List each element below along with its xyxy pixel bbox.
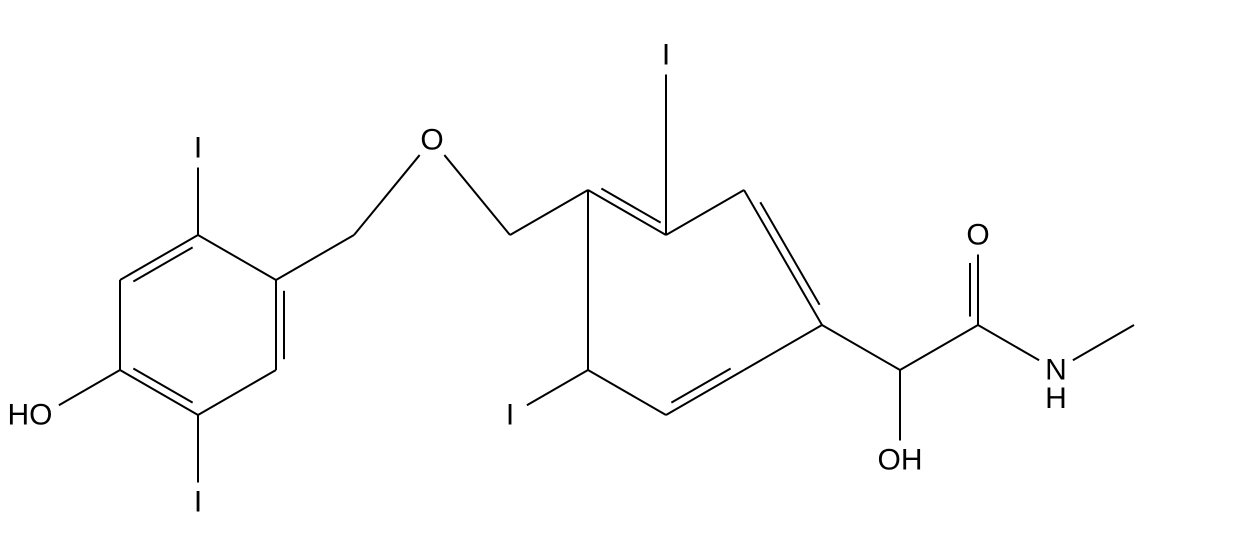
atom-label-A23: OH [878, 444, 923, 477]
atom-label-A7: I [194, 132, 202, 165]
atom-label-A20: I [506, 399, 514, 432]
chemical-structure-svg: IIHOOIIOHONH [0, 0, 1254, 552]
atom-label-A8: I [194, 486, 202, 519]
atom-h-A26: H [1045, 382, 1067, 415]
atom-label-A21: I [662, 39, 670, 72]
bonds-group [59, 75, 1134, 483]
atom-label-A25: O [966, 219, 989, 252]
atom-label-A9: HO [8, 399, 53, 432]
atoms-group: IIHOOIIOHONH [8, 39, 1067, 519]
atom-label-A11: O [420, 124, 443, 157]
